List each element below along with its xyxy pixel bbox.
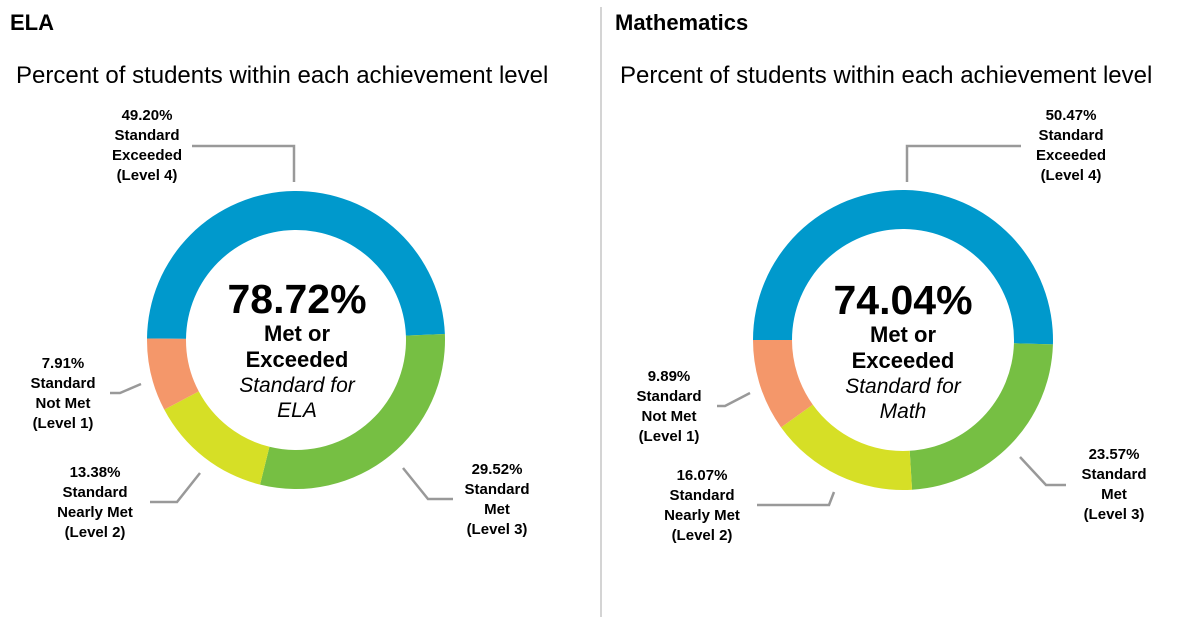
label-line: (Level 4)	[116, 167, 178, 184]
donut-segment-level1	[753, 340, 813, 428]
label-pct: 50.47%	[1045, 107, 1097, 124]
label-line: Standard	[114, 127, 180, 144]
ela-panel: ELA Percent of students within each achi…	[6, 10, 554, 543]
label-line: (Level 2)	[671, 527, 733, 544]
label-line: Standard	[669, 487, 735, 504]
math-label-level4: 50.47% Standard Exceeded (Level 4)	[1014, 106, 1128, 186]
ela-leader-level3	[402, 467, 453, 501]
ela-leader-level2	[150, 472, 201, 504]
math-center-line2: Exceeded	[851, 348, 955, 373]
math-center-line1: Met or	[870, 322, 936, 347]
math-leader-level4	[905, 144, 1021, 182]
donut-segment-level2	[781, 404, 913, 490]
ela-center-line3: Standard for	[239, 374, 355, 397]
label-line: Exceeded	[1035, 147, 1107, 164]
label-line: (Level 3)	[1083, 506, 1145, 523]
label-pct: 13.38%	[69, 464, 121, 481]
ela-center-annotation: 78.72% Met or Exceeded Standard for ELA	[197, 277, 397, 423]
label-line: (Level 3)	[466, 521, 528, 538]
ela-donut-chart	[110, 144, 453, 504]
ela-donut-ring	[146, 190, 446, 489]
math-panel: Mathematics Percent of students within e…	[601, 0, 1200, 617]
donut-segment-level4	[753, 190, 1053, 345]
label-line: Standard	[1081, 466, 1147, 483]
ela-center-line4: ELA	[277, 399, 317, 422]
math-label-level2: 16.07% Standard Nearly Met (Level 2)	[645, 466, 759, 546]
label-pct: 29.52%	[471, 461, 523, 478]
math-center-annotation: 74.04% Met or Exceeded Standard for Math	[803, 278, 1003, 424]
ela-center-line2: Exceeded	[245, 347, 349, 372]
math-donut-chart	[717, 144, 1066, 507]
math-label-level3: 23.57% Standard Met (Level 3)	[1057, 445, 1171, 525]
label-line: (Level 2)	[64, 524, 126, 541]
ela-label-level1: 7.91% Standard Not Met (Level 1)	[6, 354, 120, 434]
ela-chart-subtitle: Percent of students within each achievem…	[16, 62, 549, 89]
math-leader-level3	[1019, 456, 1066, 487]
math-leader-level1	[717, 391, 751, 408]
ela-center-line1: Met or	[264, 321, 330, 346]
math-center-line3: Standard for	[845, 375, 961, 398]
label-pct: 49.20%	[121, 107, 173, 124]
math-center-value: 74.04%	[833, 277, 973, 323]
label-pct: 16.07%	[676, 467, 728, 484]
math-center-line4: Math	[879, 400, 927, 423]
label-line: Not Met	[641, 408, 697, 425]
ela-label-level2: 13.38% Standard Nearly Met (Level 2)	[38, 463, 152, 543]
label-line: Not Met	[35, 395, 91, 412]
label-line: Standard	[62, 484, 128, 501]
ela-leader-level4	[192, 144, 296, 182]
label-line: Standard	[464, 481, 530, 498]
math-leader-level2	[757, 491, 836, 507]
label-line: Met	[1101, 486, 1127, 503]
label-line: (Level 4)	[1040, 167, 1102, 184]
label-line: Nearly Met	[57, 504, 133, 521]
ela-subject-title: ELA	[10, 10, 54, 35]
ela-leader-level1	[110, 382, 142, 395]
donut-segment-level3	[260, 334, 446, 489]
donut-segment-level2	[164, 391, 270, 485]
label-line: Exceeded	[111, 147, 183, 164]
ela-label-level4: 49.20% Standard Exceeded (Level 4)	[90, 106, 204, 186]
label-line: Standard	[30, 375, 96, 392]
label-line: (Level 1)	[638, 428, 700, 445]
label-pct: 9.89%	[647, 368, 691, 385]
label-line: Standard	[636, 388, 702, 405]
donut-segment-level4	[147, 190, 445, 339]
donut-segment-level3	[909, 343, 1053, 490]
ela-center-value: 78.72%	[227, 276, 367, 322]
label-pct: 7.91%	[41, 355, 85, 372]
label-line: Nearly Met	[664, 507, 740, 524]
math-chart-subtitle: Percent of students within each achievem…	[620, 62, 1153, 89]
label-line: Met	[484, 501, 510, 518]
math-subject-title: Mathematics	[615, 10, 749, 35]
donut-segment-level1	[146, 338, 199, 410]
label-line: (Level 1)	[32, 415, 94, 432]
math-label-level1: 9.89% Standard Not Met (Level 1)	[612, 367, 726, 447]
panel-divider	[600, 7, 602, 617]
label-line: Standard	[1038, 127, 1104, 144]
label-pct: 23.57%	[1088, 446, 1140, 463]
math-donut-ring	[753, 190, 1053, 490]
ela-label-level3: 29.52% Standard Met (Level 3)	[440, 460, 554, 540]
